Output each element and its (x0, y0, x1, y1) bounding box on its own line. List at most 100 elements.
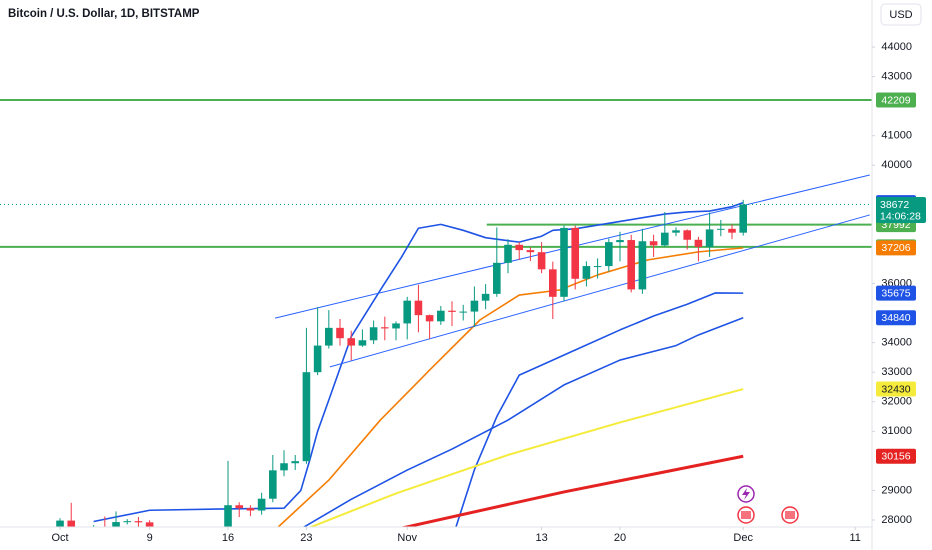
indicator-label-text: 34840 (881, 312, 910, 324)
candle-body (593, 266, 602, 268)
y-tick-label: 34000 (881, 337, 912, 349)
candle-body (145, 522, 154, 527)
y-tick-label: 33000 (881, 366, 912, 378)
candle-body (739, 204, 748, 233)
y-tick-label: 41000 (881, 130, 912, 142)
y-tick-label: 44000 (881, 41, 912, 53)
indicator-line (277, 247, 744, 527)
candle-body (728, 228, 736, 233)
candle-body (134, 521, 143, 523)
candle-body (672, 230, 680, 233)
candle-body (605, 242, 613, 267)
candle-body (571, 227, 580, 279)
candle-body (616, 240, 624, 243)
indicator-line (308, 388, 744, 527)
candle-body (336, 327, 344, 339)
level-label-text: 42209 (881, 94, 910, 106)
candle-body (560, 227, 568, 297)
flag-icon (785, 511, 795, 519)
indicator-line (302, 317, 744, 527)
x-tick-label: Dec (733, 532, 753, 544)
indicator-label-text: 37206 (881, 242, 910, 254)
flag-icon (741, 511, 751, 519)
candle-body (627, 240, 636, 290)
candle-body (414, 300, 423, 316)
candle-body (481, 293, 490, 301)
indicator-line (455, 292, 744, 527)
y-tick-label: 29000 (881, 484, 912, 496)
indicator-label (876, 310, 916, 326)
candle-body (649, 241, 658, 246)
candle-body (358, 340, 367, 346)
y-tick-label: 32000 (881, 396, 912, 408)
candle-body (257, 498, 266, 511)
current-price-label (876, 197, 926, 224)
x-tick-label: 16 (222, 532, 234, 544)
plot-area (0, 98, 872, 527)
indicator-line (399, 454, 744, 527)
currency-button[interactable] (880, 3, 922, 26)
y-tick-label: 28000 (881, 514, 912, 526)
candle-body (661, 232, 669, 246)
candle-body (246, 508, 255, 511)
candle-body (381, 327, 389, 329)
y-tick-label: 40000 (881, 159, 912, 171)
candle-body (280, 463, 288, 471)
candle-body (493, 262, 501, 294)
countdown-text: 14:06:28 (880, 210, 921, 222)
candle-body (369, 327, 378, 341)
candle-body (470, 300, 479, 312)
event-icon-bolt (742, 488, 750, 500)
indicator-line (329, 214, 870, 368)
indicator-label-text: 30156 (881, 451, 910, 463)
x-tick-label: 20 (614, 532, 626, 544)
candle-body (112, 522, 120, 527)
indicator-label (876, 448, 916, 464)
candle-body (224, 505, 232, 527)
indicator-label-text: 32430 (881, 383, 910, 395)
candle-body (123, 521, 132, 523)
candle-body (459, 311, 468, 313)
candle-body (235, 505, 244, 509)
candle-body (582, 266, 591, 279)
candle-body (403, 300, 412, 324)
indicator-label (876, 285, 916, 301)
candle-body (392, 323, 400, 329)
current-price-text: 38672 (880, 199, 909, 211)
candle-body (302, 372, 311, 462)
candle-body (515, 244, 524, 251)
price-axis: 2800029000310003200033000340003600040000… (872, 41, 926, 526)
x-tick-label: Nov (397, 532, 417, 544)
candle-body (269, 470, 277, 499)
chart-title: Bitcoin / U.S. Dollar, 1D, BITSTAMP (8, 8, 200, 20)
candle-body (537, 252, 546, 270)
x-tick-label: 23 (300, 532, 312, 544)
candle-body (291, 461, 300, 464)
event-icons (737, 485, 799, 524)
candle-body (717, 228, 725, 230)
y-tick-label: 43000 (881, 70, 912, 82)
indicator-label-text: 35675 (881, 287, 910, 299)
candle-body (448, 310, 456, 312)
x-tick-label: 9 (147, 532, 153, 544)
candle-body (549, 269, 557, 297)
indicator-label (876, 381, 916, 397)
candle-body (526, 250, 535, 253)
candle-body (694, 239, 703, 247)
candle-body (67, 520, 76, 527)
candle-body (705, 229, 714, 247)
candle-body (638, 241, 647, 290)
x-tick-label: Oct (51, 532, 68, 544)
candle-body (347, 338, 356, 346)
candle-body (683, 230, 692, 240)
x-tick-label: 11 (849, 532, 860, 544)
candle-body (56, 520, 64, 527)
candle-body (425, 315, 434, 322)
y-tick-label: 31000 (881, 425, 912, 437)
level-label (876, 92, 916, 108)
currency-label[interactable]: USD (889, 9, 912, 21)
time-axis: Oct 9 16 23 Nov 13 20 Dec 11 (51, 527, 861, 544)
